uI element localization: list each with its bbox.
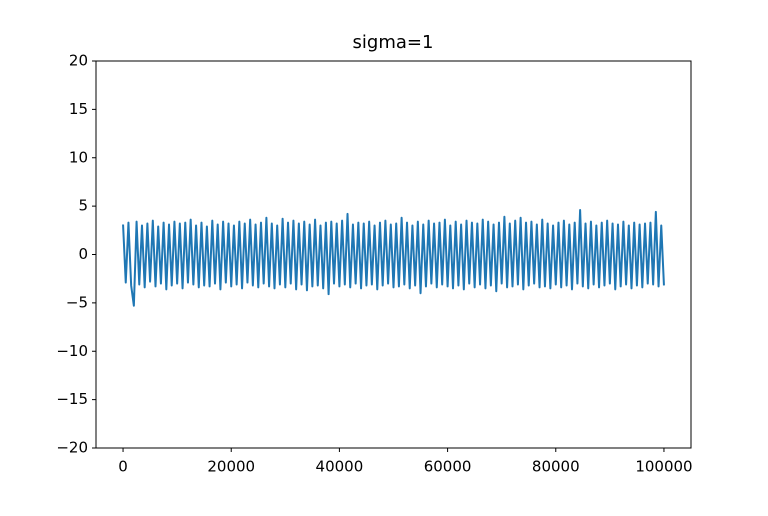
plot-frame	[95, 60, 692, 449]
y-tick-label: 20	[69, 52, 88, 70]
y-tick-label: 10	[69, 148, 88, 166]
x-tick-label: 60000	[424, 458, 472, 476]
chart-title: sigma=1	[353, 32, 434, 53]
y-tick-label: 0	[78, 245, 88, 263]
y-tick-label: −20	[56, 439, 88, 457]
x-tick-label: 40000	[316, 458, 364, 476]
x-tick-label: 80000	[532, 458, 580, 476]
x-tick-label: 0	[118, 458, 128, 476]
series-line	[122, 209, 665, 307]
y-tick-label: −5	[66, 293, 88, 311]
x-tick-label: 100000	[635, 458, 692, 476]
y-tick-label: 5	[78, 197, 88, 215]
y-tick-label: 15	[69, 100, 88, 118]
y-tick-label: −15	[56, 390, 88, 408]
x-tick-label: 20000	[207, 458, 255, 476]
y-tick-label: −10	[56, 342, 88, 360]
